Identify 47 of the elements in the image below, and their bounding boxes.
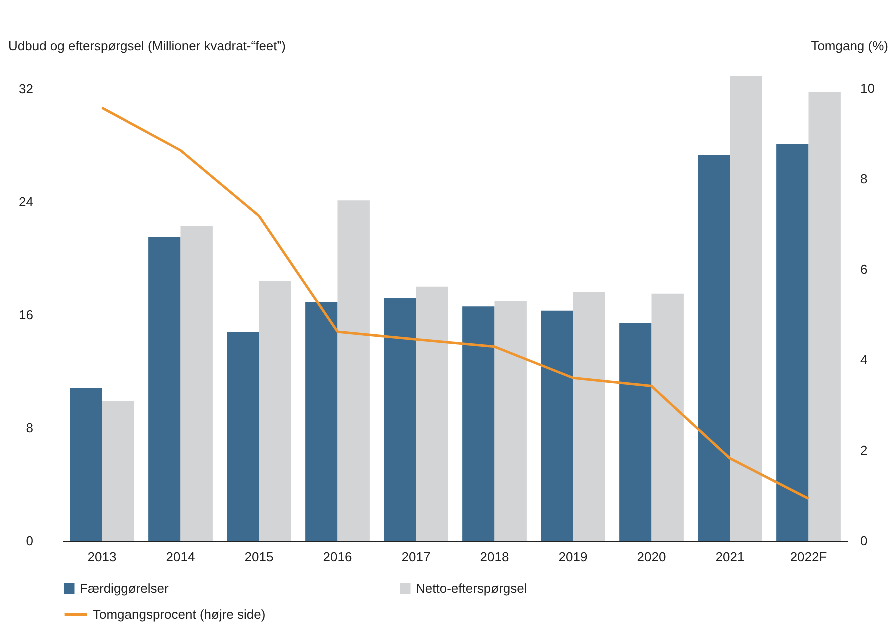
bar: [338, 200, 370, 541]
bar: [698, 155, 730, 541]
x-tick-label: 2014: [166, 550, 196, 564]
x-tick-label: 2022F: [790, 550, 828, 564]
y-tick-label: 0: [26, 534, 34, 548]
bar: [259, 281, 292, 541]
y2-tick-label: 2: [860, 443, 868, 458]
bar: [620, 324, 652, 541]
bar: [730, 76, 762, 541]
bar: [494, 300, 527, 541]
bar: [776, 144, 809, 541]
y-tick-label: 32: [19, 82, 34, 97]
y2-axis-title: Tomgang (%): [811, 38, 888, 54]
x-tick-label: 2013: [88, 550, 117, 564]
y2-tick-label: 10: [860, 81, 875, 96]
x-tick-label: 2018: [480, 550, 510, 564]
x-tick-label: 2017: [402, 550, 431, 564]
bar: [573, 292, 606, 541]
bar: [541, 310, 574, 541]
y2-tick-label: 6: [860, 262, 868, 278]
bar: [102, 401, 134, 541]
bar: [148, 237, 181, 541]
legend-label: Færdiggørelser: [80, 580, 170, 596]
y-axis-title: Udbud og efterspørgsel (Millioner kvadrat-“feet”): [8, 38, 286, 54]
bar: [70, 388, 102, 541]
bar: [384, 298, 416, 541]
x-tick-label: 2020: [637, 550, 666, 564]
x-tick-label: 2016: [323, 550, 352, 564]
bar: [306, 302, 338, 541]
line-series: [101, 106, 810, 500]
y-tick-label: 8: [26, 420, 34, 436]
y-tick-label: 24: [19, 194, 34, 210]
bar: [652, 294, 684, 541]
bar: [416, 286, 448, 541]
x-tick-label: 2015: [244, 550, 274, 564]
bar: [227, 332, 260, 541]
x-tick-label: 2021: [716, 550, 745, 564]
legend-label: Tomgangsprocent (højre side): [93, 607, 266, 622]
x-tick-label: 2019: [558, 550, 588, 564]
y-tick-label: 16: [19, 308, 34, 323]
y2-tick-label: 4: [860, 352, 868, 368]
legend-label: Netto-efterspørgsel: [416, 580, 528, 596]
y2-tick-label: 8: [860, 172, 868, 187]
bar: [462, 306, 495, 541]
y2-tick-label: 0: [860, 534, 868, 548]
bar: [808, 92, 841, 541]
bar: [180, 226, 213, 541]
